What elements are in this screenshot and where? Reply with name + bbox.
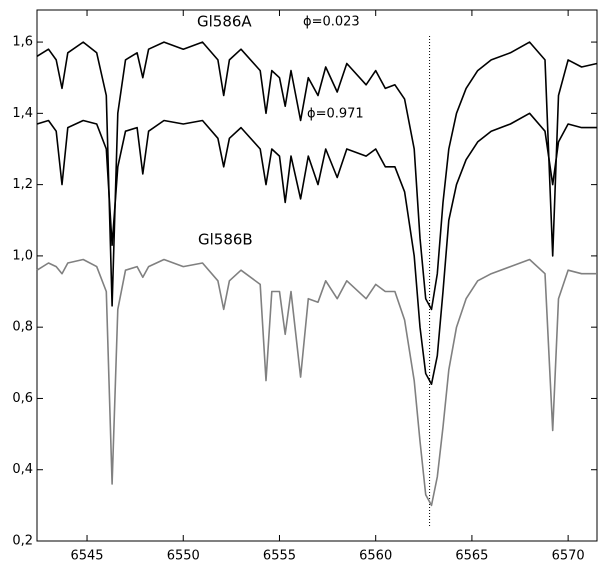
- y-tick-label: 1,2: [12, 177, 33, 192]
- spectrum-line: [36, 258, 597, 507]
- annotation: Gl586A: [197, 13, 252, 31]
- plot-frame: [36, 9, 598, 542]
- annotation: Gl586B: [198, 231, 253, 249]
- x-tick-label: 6560: [359, 549, 392, 564]
- y-tick-label: 1,6: [12, 35, 33, 50]
- x-tick-label: 6570: [552, 549, 585, 564]
- y-tick-label: 1,4: [12, 106, 33, 121]
- x-tick-label: 6550: [167, 549, 200, 564]
- x-tick-label: 6555: [263, 549, 296, 564]
- spectrum-line: [36, 41, 598, 311]
- annotation: ϕ=0.971: [307, 107, 364, 122]
- y-tick-label: 0,8: [12, 320, 33, 335]
- spectrum-line: [36, 112, 597, 385]
- annotation: ϕ=0.023: [303, 15, 360, 30]
- y-tick-label: 0,4: [12, 462, 33, 477]
- x-tick-label: 6565: [455, 549, 488, 564]
- y-tick-label: 0,2: [12, 534, 33, 549]
- y-tick-label: 0,6: [12, 391, 33, 406]
- x-tick-label: 6545: [70, 549, 103, 564]
- y-tick-label: 1,0: [12, 248, 33, 263]
